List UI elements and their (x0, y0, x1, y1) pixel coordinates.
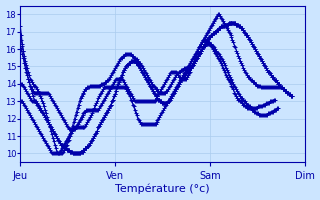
X-axis label: Température (°c): Température (°c) (115, 184, 210, 194)
